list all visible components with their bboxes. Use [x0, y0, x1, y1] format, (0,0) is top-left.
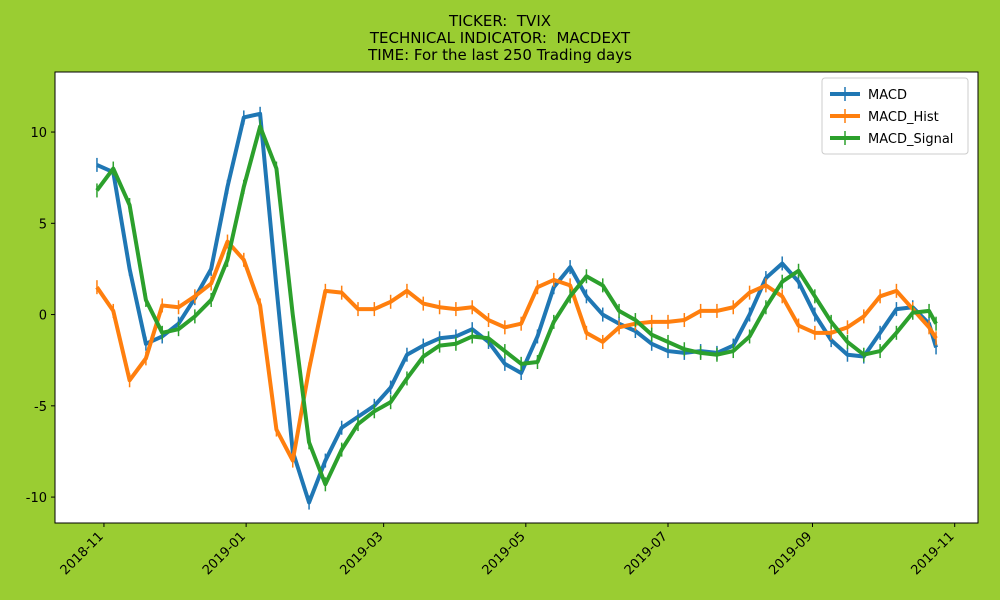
legend: MACD MACD_Hist MACD_Signal: [821, 77, 969, 155]
y-tick-label: 10: [30, 126, 47, 141]
chart-title: TIME: For the last 250 Trading days: [367, 46, 632, 64]
legend-label: MACD_Signal: [868, 132, 953, 147]
y-tick-label: -5: [34, 400, 47, 415]
y-tick-label: 5: [39, 217, 47, 232]
y-tick-label: -10: [26, 491, 47, 506]
y-tick-label: 0: [39, 309, 47, 324]
chart-title: TICKER: TVIX: [448, 12, 551, 30]
legend-label: MACD: [868, 88, 907, 103]
legend-box: [821, 77, 969, 155]
chart-title: TECHNICAL INDICATOR: MACDEXT: [369, 29, 631, 47]
legend-label: MACD_Hist: [868, 110, 939, 125]
